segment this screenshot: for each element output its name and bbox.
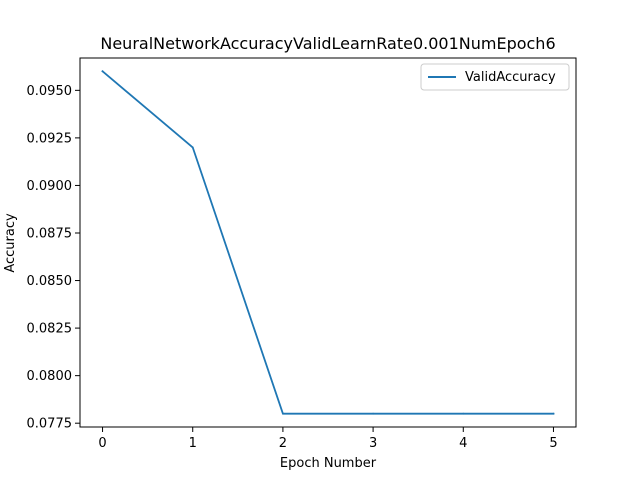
x-tick-label-1: 1	[189, 436, 197, 451]
y-tick-label-6: 0.0925	[27, 131, 73, 146]
x-tick-label-5: 5	[549, 436, 557, 451]
series-line-validaccuracy	[101, 70, 555, 415]
y-axis-label: Accuracy	[3, 213, 18, 273]
series-layer	[101, 70, 555, 415]
legend-label-validaccuracy: ValidAccuracy	[465, 70, 556, 85]
x-axis: 0 1 2 3 4 5	[98, 427, 558, 451]
chart-title: NeuralNetworkAccuracyValidLearnRate0.001…	[100, 34, 555, 53]
y-axis: 0.0775 0.0800 0.0825 0.0850 0.0875 0.0900 0.09…	[27, 84, 80, 432]
data-point-0-3	[372, 412, 374, 415]
x-tick-label-2: 2	[279, 436, 287, 451]
plot-frame	[79, 57, 577, 428]
data-point-0-0	[101, 70, 104, 73]
data-point-0-5	[552, 412, 555, 415]
plot-area	[79, 57, 577, 428]
legend-box	[420, 63, 570, 91]
data-point-0-2	[282, 412, 284, 415]
y-tick-label-5: 0.0900	[27, 179, 73, 194]
y-tick-label-4: 0.0875	[27, 226, 73, 241]
y-tick-label-3: 0.0850	[27, 274, 73, 289]
x-tick-label-3: 3	[369, 436, 377, 451]
x-axis-label: Epoch Number	[280, 456, 377, 471]
y-tick-label-0: 0.0775	[27, 417, 73, 432]
x-tick-label-4: 4	[459, 436, 467, 451]
data-point-0-4	[462, 412, 465, 415]
x-tick-label-0: 0	[98, 436, 106, 451]
legend: ValidAccuracy	[420, 63, 570, 91]
y-tick-label-7: 0.0950	[27, 84, 73, 99]
data-point-0-1	[191, 146, 194, 149]
y-tick-label-1: 0.0800	[27, 369, 73, 384]
y-tick-label-2: 0.0825	[27, 322, 73, 337]
